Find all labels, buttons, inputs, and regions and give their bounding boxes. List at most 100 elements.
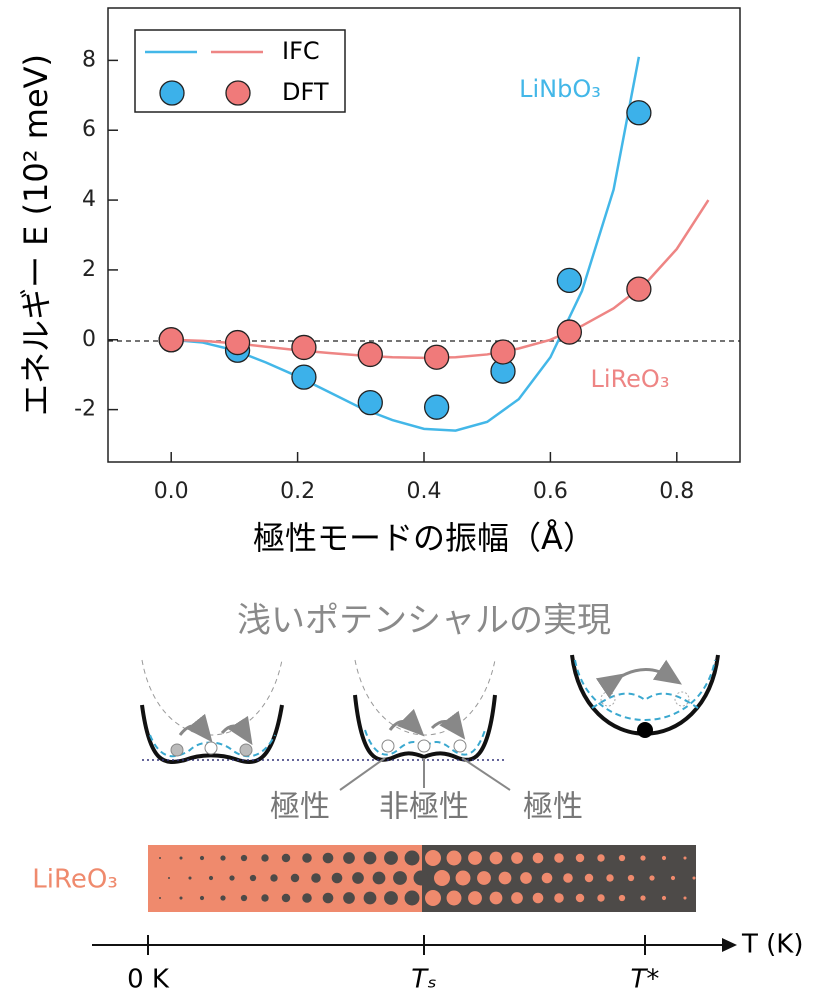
dft-point: [224, 329, 251, 356]
x-tick-label: 0.6: [533, 479, 568, 504]
phase-dot: [302, 853, 312, 863]
phase-dot: [261, 854, 269, 862]
phase-dot: [363, 891, 377, 905]
phase-dot: [393, 871, 407, 885]
phase-dot: [489, 891, 503, 905]
axis-tick-label: T*: [631, 965, 660, 995]
x-tick-label: 0.0: [154, 479, 189, 504]
phase-dot: [649, 875, 655, 881]
phase-dot: [627, 874, 635, 882]
atom: [381, 739, 395, 753]
phase-dot: [597, 894, 605, 902]
phase-dots: [159, 850, 696, 906]
diagram-title: 浅いポテンシャルの実現: [237, 601, 611, 641]
x-axis-label: 極性モードの振幅（Å）: [253, 519, 595, 557]
phase-dot: [179, 856, 183, 860]
phase-dot: [352, 872, 364, 884]
potential-dashed: [591, 692, 699, 709]
energy-chart: エネルギー E (10² meV) 極性モードの振幅（Å） 0.0 0.2 0.4 0…: [17, 7, 741, 557]
phase-dot: [541, 872, 553, 884]
phase-dot: [683, 896, 687, 900]
state-label: 非極性: [379, 790, 469, 825]
axis-label: T (K): [741, 930, 803, 960]
phase-dot: [532, 852, 544, 864]
dft-point: [291, 334, 317, 361]
dft-point: [490, 339, 516, 365]
phase-dot: [563, 873, 573, 883]
phase-dot: [159, 897, 161, 899]
hop-arrow: [388, 708, 425, 737]
material-annotation: LiReO₃: [591, 365, 670, 393]
phase-dot: [372, 871, 386, 885]
material-label: LiReO₃: [32, 865, 118, 895]
atom: [239, 743, 253, 757]
phase-dot: [455, 870, 471, 886]
phase-dot: [179, 896, 183, 900]
phase-dot: [281, 893, 291, 903]
harmonic-guide: [141, 659, 283, 736]
potential-well: [353, 694, 497, 762]
phase-dot: [343, 892, 355, 904]
phase-dot: [532, 892, 544, 904]
phase-dot: [343, 852, 355, 864]
phase-dot: [220, 855, 226, 861]
y-tick-label: 0: [82, 327, 96, 352]
hop-arrow: [220, 715, 253, 746]
phase-dot: [384, 851, 398, 865]
hop-arrow: [595, 659, 682, 699]
phase-dot: [240, 894, 248, 902]
atom: [453, 739, 467, 753]
phase-dot: [249, 874, 257, 882]
phase-dot: [468, 891, 482, 905]
phase-dot: [477, 871, 491, 885]
phase-dot: [584, 873, 594, 883]
phase-dot: [220, 895, 226, 901]
phase-dot: [413, 870, 429, 886]
x-tick-label: 0.8: [659, 479, 694, 504]
phase-dot: [640, 895, 646, 901]
phase-dot: [575, 853, 585, 863]
phase-dot: [489, 851, 503, 865]
y-tick-label: -2: [74, 397, 96, 422]
axis-arrow: [722, 938, 737, 952]
y-axis-label: エネルギー E (10² meV): [17, 54, 55, 416]
state-label: 極性: [270, 790, 330, 825]
x-tick-label: 0.4: [407, 479, 442, 504]
dft-point: [626, 276, 652, 302]
potential-well: [570, 654, 720, 736]
phase-dot: [404, 850, 420, 866]
phase-dot: [199, 855, 205, 861]
legend-swatch: [159, 80, 185, 106]
phase-dot: [311, 873, 321, 883]
atom: [204, 741, 218, 755]
atom: [637, 722, 653, 738]
phase-dot: [199, 895, 205, 901]
phase-dot: [661, 895, 667, 901]
phase-dot: [208, 875, 214, 881]
phase-dot: [281, 853, 291, 863]
phase-dot: [692, 876, 696, 880]
x-tick-label: 0.2: [280, 479, 315, 504]
phase-dot: [661, 855, 667, 861]
phase-dot: [240, 854, 248, 862]
dft-point: [626, 100, 652, 126]
atom: [417, 739, 431, 753]
phase-dot: [468, 851, 482, 865]
y-tick-label: 8: [82, 47, 96, 72]
phase-dot: [322, 892, 334, 904]
phase-dot: [511, 852, 523, 864]
phase-dot: [511, 892, 523, 904]
phase-dot: [446, 850, 462, 866]
phase-dot: [554, 853, 564, 863]
ifc-line: [171, 56, 641, 432]
diagram: 浅いポテンシャルの実現 極性 非極性 極性 LiReO₃: [32, 601, 803, 995]
y-tick-label: 4: [82, 187, 96, 212]
phase-dot: [498, 871, 512, 885]
dft-point: [158, 327, 184, 353]
phase-dot: [168, 877, 170, 879]
phase-dot: [261, 894, 269, 902]
phase-dot: [270, 874, 278, 882]
phase-dot: [290, 873, 300, 883]
dft-point: [423, 344, 450, 370]
